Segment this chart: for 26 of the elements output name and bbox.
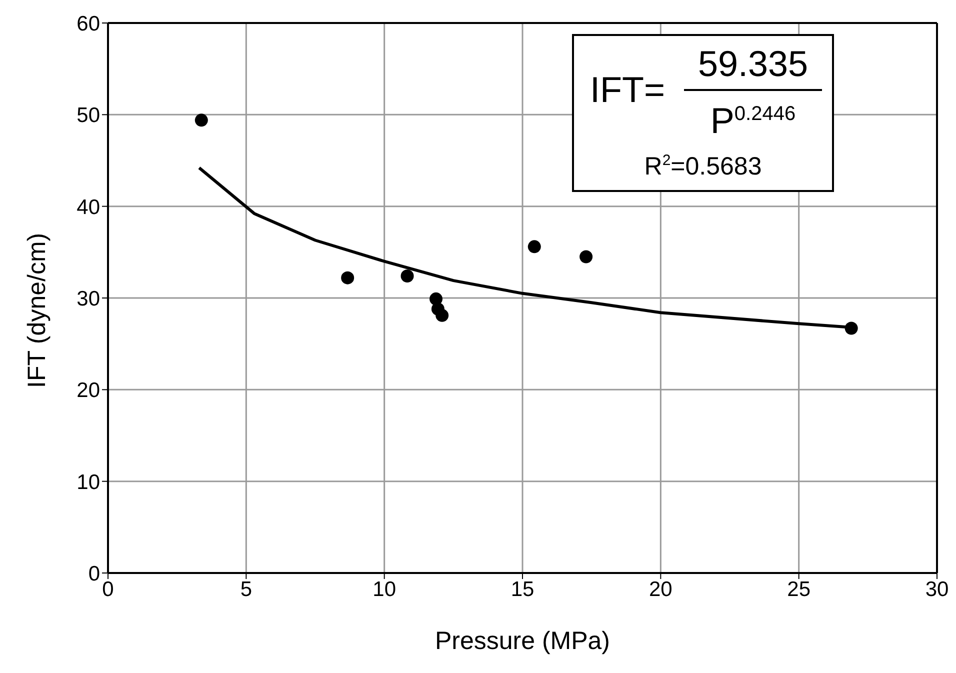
x-tick-label: 30 [925,578,949,601]
y-axis-title: IFT (dyne/cm) [22,232,51,388]
point [844,322,858,335]
y-tick-label: 50 [76,104,100,128]
x-tick-label: 5 [240,578,252,601]
y-tick-label: 10 [76,470,100,494]
annotation: P$^{0.2446}$ [709,99,797,141]
y-tick-label: 30 [76,287,100,310]
x-tick-label: 10 [372,578,396,601]
point [528,240,541,254]
x-tick-label: 15 [510,578,534,601]
point [341,271,354,284]
annotation: IFT= [590,69,666,110]
x-tick-label: 25 [787,578,811,601]
y-tick-label: 40 [76,196,100,219]
y-tick-label: 60 [76,12,100,36]
x-axis-title: Pressure (MPa) [434,627,610,655]
annotation: 59.335 [696,43,810,84]
annotation: R$^{2}$=0.5683 [643,151,763,182]
point [194,114,208,127]
point [580,250,593,264]
point [436,308,449,322]
point [400,270,414,282]
y-tick-label: 0 [88,562,100,586]
x-tick-label: 20 [648,578,672,601]
y-tick-label: 20 [76,379,100,402]
